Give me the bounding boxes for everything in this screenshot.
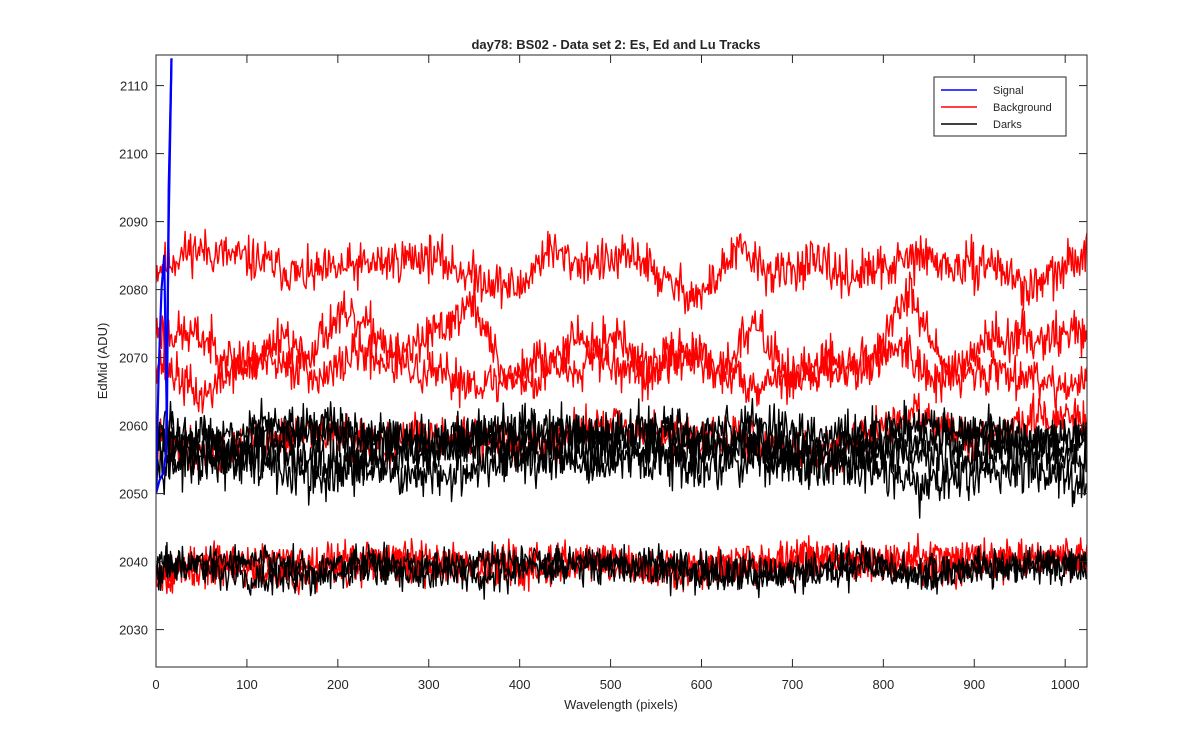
- legend-label-signal: Signal: [993, 85, 1024, 97]
- x-tick-label: 100: [236, 677, 258, 692]
- series-line-background-7: [156, 539, 1087, 596]
- x-tick-label: 500: [600, 677, 622, 692]
- legend-label-background: Background: [993, 102, 1052, 114]
- legend-label-darks: Darks: [993, 119, 1022, 131]
- y-tick-label: 2030: [119, 623, 148, 638]
- series-layer: [156, 58, 1087, 600]
- chart-title: day78: BS02 - Data set 2: Es, Ed and Lu …: [471, 37, 760, 52]
- series-line-darks-12: [156, 541, 1087, 600]
- series-line-signal-1: [156, 58, 173, 494]
- x-tick-label: 1000: [1051, 677, 1080, 692]
- legend: Signal Background Darks: [933, 76, 1067, 137]
- y-tick-label: 2100: [119, 147, 148, 162]
- y-tick-label: 2050: [119, 487, 148, 502]
- x-tick-label: 0: [152, 677, 159, 692]
- series-line-background-3: [156, 271, 1087, 406]
- y-tick-label: 2090: [119, 215, 148, 230]
- x-tick-label: 200: [327, 677, 349, 692]
- y-tick-label: 2060: [119, 419, 148, 434]
- tick-layer: 0 100 200 300 400 500 600 700 800 900 1000 2030 2040…: [119, 55, 1087, 692]
- series-line-background-2: [156, 228, 1087, 315]
- x-tick-label: 800: [872, 677, 894, 692]
- y-axis-label: EdMid (ADU): [95, 323, 110, 400]
- x-tick-label: 700: [782, 677, 804, 692]
- y-tick-label: 2070: [119, 351, 148, 366]
- series-line-darks-11: [156, 397, 1087, 472]
- x-tick-label: 300: [418, 677, 440, 692]
- series-line-darks-8: [156, 418, 1087, 519]
- y-tick-label: 2080: [119, 283, 148, 298]
- series-line-background-4: [156, 290, 1087, 414]
- y-tick-label: 2040: [119, 555, 148, 570]
- series-line-darks-10: [156, 426, 1087, 503]
- axes-box: [155, 54, 1088, 668]
- x-tick-label: 600: [691, 677, 713, 692]
- x-tick-label: 400: [509, 677, 531, 692]
- y-tick-label: 2110: [120, 79, 148, 94]
- x-tick-label: 900: [963, 677, 985, 692]
- series-line-darks-13: [156, 541, 1087, 599]
- x-axis-label: Wavelength (pixels): [564, 697, 678, 712]
